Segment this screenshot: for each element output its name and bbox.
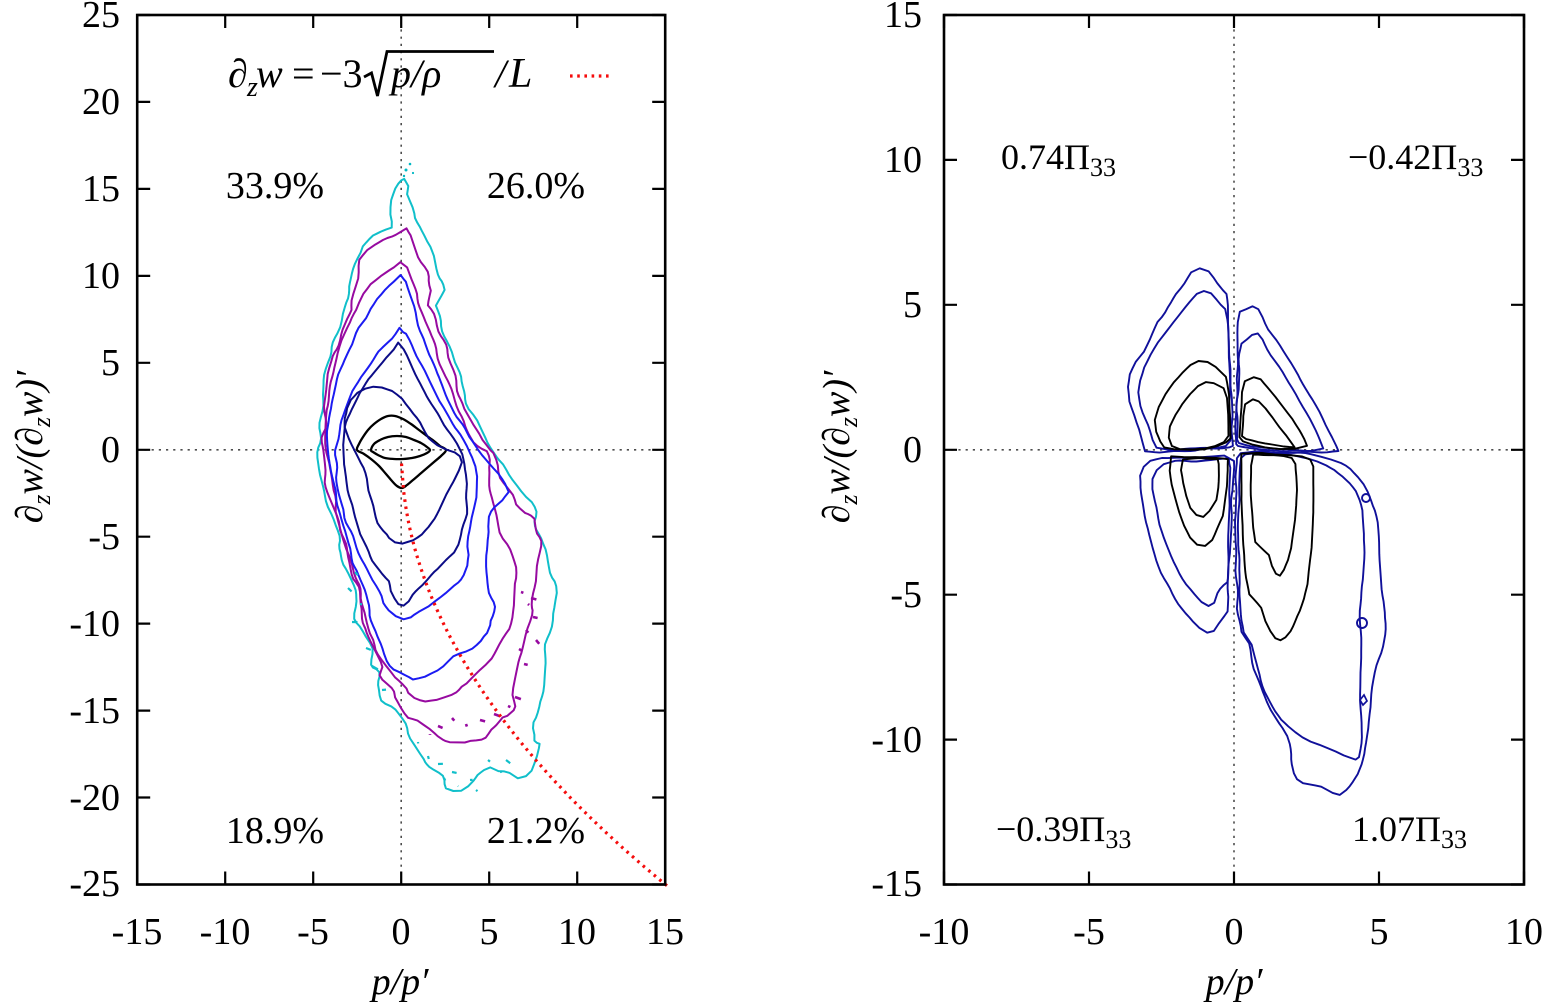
svg-text:p/ρ: p/ρ [388,51,441,96]
svg-text:18.9%: 18.9% [226,810,324,852]
svg-text:-5: -5 [890,574,922,616]
svg-text:33.9%: 33.9% [226,165,324,207]
svg-text:20: 20 [82,81,120,123]
svg-text:10: 10 [1505,911,1543,953]
svg-text:-10: -10 [871,719,922,761]
svg-text:-15: -15 [69,690,120,732]
svg-text:=: = [292,51,315,96]
svg-text:-5: -5 [297,911,329,953]
svg-text:−0.42Π33: −0.42Π33 [1348,137,1483,182]
svg-text:p/p′: p/p′ [369,961,430,1003]
svg-text:L: L [508,51,532,97]
svg-text:-20: -20 [69,777,120,819]
svg-text:5: 5 [480,911,499,953]
svg-text:21.2%: 21.2% [487,810,585,852]
svg-text:0: 0 [1225,911,1244,953]
svg-text:−0.39Π33: −0.39Π33 [996,809,1131,854]
svg-text:-10: -10 [200,911,251,953]
svg-text:26.0%: 26.0% [487,165,585,207]
svg-text:-25: -25 [69,863,120,905]
svg-text:5: 5 [101,342,120,384]
svg-text:5: 5 [903,284,922,326]
svg-text:-5: -5 [1073,911,1105,953]
svg-text:/: / [493,51,510,96]
svg-text:1.07Π33: 1.07Π33 [1352,809,1467,854]
svg-text:0.74Π33: 0.74Π33 [1001,137,1116,182]
svg-text:-5: -5 [88,516,120,558]
svg-text:0: 0 [903,429,922,471]
svg-text:10: 10 [884,139,922,181]
svg-text:−3: −3 [320,51,363,96]
svg-text:25: 25 [82,0,120,36]
svg-text:10: 10 [82,255,120,297]
svg-text:-10: -10 [919,911,970,953]
svg-text:∂zw/(∂zw)′: ∂zw/(∂zw)′ [9,370,56,523]
svg-text:w: w [256,51,283,96]
svg-text:-10: -10 [69,603,120,645]
svg-text:0: 0 [101,429,120,471]
svg-text:-15: -15 [871,863,922,905]
svg-text:15: 15 [82,168,120,210]
svg-text:∂: ∂ [228,51,248,96]
svg-text:15: 15 [884,0,922,36]
svg-text:5: 5 [1370,911,1389,953]
svg-text:∂zw/(∂zw)′: ∂zw/(∂zw)′ [816,370,863,523]
svg-text:z: z [246,72,258,103]
svg-text:15: 15 [646,911,684,953]
svg-text:-15: -15 [112,911,163,953]
svg-text:10: 10 [558,911,596,953]
svg-text:0: 0 [392,911,411,953]
svg-text:p/p′: p/p′ [1203,961,1264,1003]
